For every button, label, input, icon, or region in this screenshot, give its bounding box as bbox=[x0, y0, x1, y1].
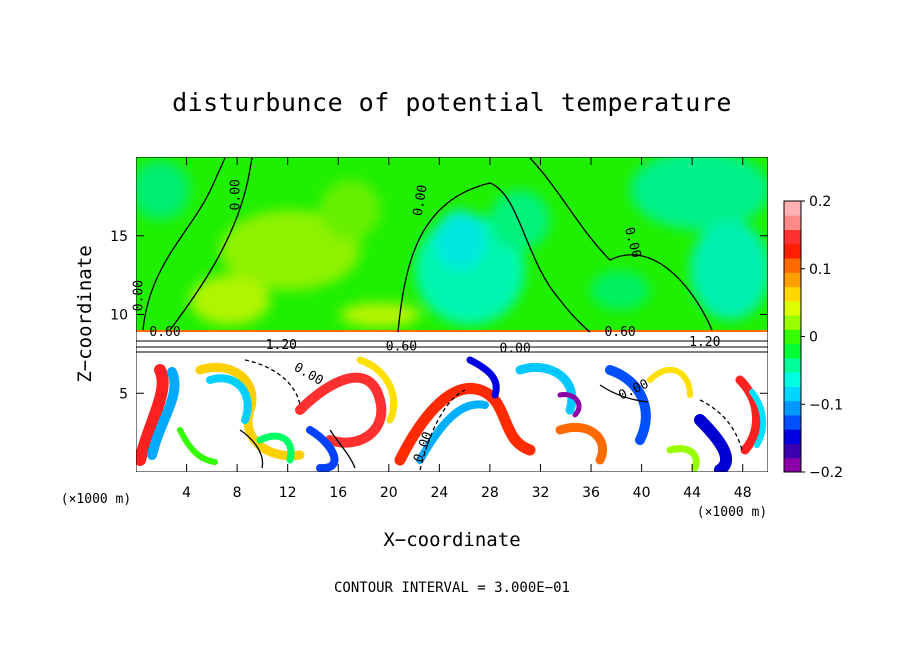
chart-title: disturbunce of potential temperature bbox=[172, 88, 732, 117]
y-tick-label: 15 bbox=[110, 229, 128, 245]
x-tick-label: 12 bbox=[279, 485, 297, 501]
inversion-layer bbox=[136, 330, 768, 354]
x-tick-label: 28 bbox=[481, 485, 499, 501]
colorbar-swatch bbox=[784, 229, 801, 245]
colorbar-swatch bbox=[784, 414, 801, 430]
x-tick-label: 36 bbox=[582, 485, 600, 501]
contour-label: 0.00 bbox=[500, 341, 531, 356]
colorbar-tick-label: 0.2 bbox=[809, 194, 831, 210]
contour-label: 0.60 bbox=[386, 340, 417, 355]
colorbar-swatch bbox=[784, 329, 801, 345]
contour-label: 0.00 bbox=[131, 280, 146, 311]
x-tick-label: 24 bbox=[430, 485, 448, 501]
colorbar-swatch bbox=[784, 315, 801, 330]
contour-label: 0.60 bbox=[604, 325, 635, 340]
colorbar-swatch bbox=[784, 243, 801, 259]
colorbar-swatch bbox=[784, 272, 801, 288]
y-tick-label: 5 bbox=[119, 386, 128, 402]
colorbar bbox=[783, 200, 802, 473]
x-unit-label: (×1000 m) bbox=[697, 505, 767, 520]
contour-label: 1.20 bbox=[266, 338, 297, 353]
colorbar-swatch bbox=[784, 429, 801, 444]
x-axis-ticks: 4 8 12 16 20 24 28 32 36 40 44 48 bbox=[182, 157, 752, 501]
contour-interval-note: CONTOUR INTERVAL = 3.000E−01 bbox=[334, 580, 570, 596]
x-tick-label: 16 bbox=[329, 485, 347, 501]
y-axis-label: Z−coordinate bbox=[74, 245, 96, 382]
contour-label: 0.00 bbox=[229, 179, 244, 210]
colorbar-tick-label: 0.1 bbox=[809, 262, 831, 278]
plot-area bbox=[136, 157, 768, 472]
colorbar-swatch bbox=[784, 300, 801, 316]
x-tick-label: 40 bbox=[633, 485, 651, 501]
y-axis-ticks: 5 10 15 bbox=[110, 229, 768, 402]
x-axis-label: X−coordinate bbox=[383, 529, 520, 551]
contour-label: 0.60 bbox=[149, 325, 180, 340]
colorbar-swatch bbox=[784, 286, 801, 302]
turbulent-structures bbox=[136, 356, 767, 472]
x-tick-label: 20 bbox=[380, 485, 398, 501]
colorbar-swatch bbox=[784, 443, 801, 459]
upper-layer-variations bbox=[136, 157, 768, 327]
colorbar-tick-label: −0.1 bbox=[809, 397, 843, 413]
colorbar-swatch bbox=[784, 400, 801, 416]
colorbar-swatch bbox=[784, 386, 801, 402]
contour-lines bbox=[136, 157, 768, 471]
x-tick-label: 4 bbox=[182, 485, 191, 501]
colorbar-tick-label: 0 bbox=[809, 330, 818, 346]
x-tick-label: 48 bbox=[734, 485, 752, 501]
x-tick-label: 44 bbox=[683, 485, 701, 501]
contour-label: 1.20 bbox=[689, 335, 720, 350]
colorbar-swatch bbox=[784, 215, 801, 231]
colorbar-swatch bbox=[784, 201, 801, 216]
colorbar-swatch bbox=[784, 258, 801, 273]
colorbar-swatch bbox=[784, 372, 801, 387]
colorbar-swatch bbox=[784, 457, 801, 473]
colorbar-swatch bbox=[784, 343, 801, 359]
y-tick-label: 10 bbox=[110, 308, 128, 324]
colorbar-swatch bbox=[784, 357, 801, 373]
contour-label: 0.00 bbox=[411, 184, 431, 217]
x-tick-label: 32 bbox=[532, 485, 550, 501]
z-unit-label: (×1000 m) bbox=[61, 492, 131, 507]
colorbar-ticks: 0.2 0.1 0 −0.1 −0.2 bbox=[801, 194, 843, 481]
x-tick-label: 8 bbox=[233, 485, 242, 501]
colorbar-tick-label: −0.2 bbox=[809, 465, 843, 481]
